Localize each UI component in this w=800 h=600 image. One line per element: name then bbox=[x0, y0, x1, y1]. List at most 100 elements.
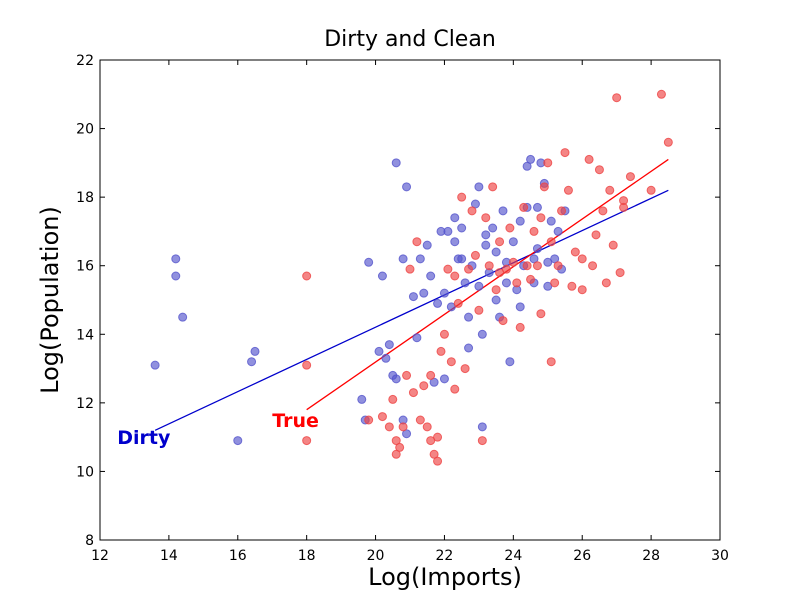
data-point-true bbox=[426, 370, 436, 380]
data-point-true bbox=[443, 264, 453, 274]
data-point-dirty bbox=[439, 374, 449, 384]
data-point-true bbox=[498, 316, 508, 326]
data-point-dirty bbox=[508, 237, 518, 247]
data-point-true bbox=[419, 381, 429, 391]
data-point-true bbox=[470, 250, 480, 260]
data-point-true bbox=[477, 436, 487, 446]
data-point-true bbox=[439, 329, 449, 339]
data-point-dirty bbox=[457, 254, 467, 264]
x-tick-label: 16 bbox=[229, 548, 247, 564]
data-point-true bbox=[508, 257, 518, 267]
data-point-true bbox=[594, 165, 604, 175]
data-point-true bbox=[464, 264, 474, 274]
data-point-true bbox=[408, 388, 418, 398]
data-point-dirty bbox=[150, 360, 160, 370]
data-point-dirty bbox=[481, 240, 491, 250]
x-tick-label: 20 bbox=[367, 548, 385, 564]
data-point-true bbox=[433, 432, 443, 442]
data-point-true bbox=[656, 89, 666, 99]
plot-area bbox=[99, 59, 721, 541]
x-tick-label: 26 bbox=[573, 548, 591, 564]
data-point-true bbox=[557, 206, 567, 216]
data-point-true bbox=[412, 237, 422, 247]
data-point-true bbox=[364, 415, 374, 425]
data-point-dirty bbox=[250, 346, 260, 356]
data-point-true bbox=[536, 213, 546, 223]
data-point-dirty bbox=[171, 271, 181, 281]
data-point-dirty bbox=[247, 357, 257, 367]
y-tick-label: 12 bbox=[76, 396, 94, 412]
data-point-true bbox=[577, 254, 587, 264]
data-point-true bbox=[591, 230, 601, 240]
data-point-dirty bbox=[488, 223, 498, 233]
data-point-dirty bbox=[474, 182, 484, 192]
data-point-true bbox=[491, 285, 501, 295]
data-point-dirty bbox=[526, 154, 536, 164]
data-point-dirty bbox=[433, 298, 443, 308]
data-point-true bbox=[495, 268, 505, 278]
data-points bbox=[150, 89, 673, 466]
data-point-dirty bbox=[464, 343, 474, 353]
data-point-true bbox=[522, 261, 532, 271]
data-point-dirty bbox=[402, 182, 412, 192]
data-point-true bbox=[377, 412, 387, 422]
data-point-true bbox=[453, 298, 463, 308]
data-point-dirty bbox=[491, 295, 501, 305]
data-point-true bbox=[536, 309, 546, 319]
data-point-true bbox=[302, 271, 312, 281]
data-point-true bbox=[577, 285, 587, 295]
data-point-dirty bbox=[398, 254, 408, 264]
data-point-true bbox=[450, 384, 460, 394]
data-point-true bbox=[388, 394, 398, 404]
data-point-dirty bbox=[439, 288, 449, 298]
data-point-true bbox=[598, 206, 608, 216]
data-point-true bbox=[460, 364, 470, 374]
data-point-dirty bbox=[515, 216, 525, 226]
data-point-true bbox=[601, 278, 611, 288]
data-point-dirty bbox=[419, 288, 429, 298]
data-point-true bbox=[625, 172, 635, 182]
x-tick-label: 14 bbox=[160, 548, 178, 564]
data-point-true bbox=[519, 202, 529, 212]
data-point-true bbox=[474, 305, 484, 315]
data-point-dirty bbox=[515, 302, 525, 312]
data-point-true bbox=[605, 185, 615, 195]
data-point-dirty bbox=[501, 278, 511, 288]
data-point-true bbox=[563, 185, 573, 195]
x-tick-label: 18 bbox=[298, 548, 316, 564]
data-point-true bbox=[405, 264, 415, 274]
data-point-dirty bbox=[474, 281, 484, 291]
data-point-dirty bbox=[450, 213, 460, 223]
data-point-dirty bbox=[443, 226, 453, 236]
data-point-dirty bbox=[498, 206, 508, 216]
data-point-true bbox=[567, 281, 577, 291]
x-tick-label: 30 bbox=[711, 548, 729, 564]
data-point-true bbox=[584, 154, 594, 164]
annotations: Dirty True bbox=[117, 410, 319, 449]
data-point-dirty bbox=[464, 312, 474, 322]
data-point-true bbox=[546, 357, 556, 367]
data-point-true bbox=[450, 271, 460, 281]
data-point-dirty bbox=[422, 240, 432, 250]
data-point-dirty bbox=[384, 340, 394, 350]
data-point-dirty bbox=[481, 230, 491, 240]
data-point-true bbox=[505, 223, 515, 233]
x-axis-label: Log(Imports) bbox=[368, 563, 522, 591]
fit-line-dirty bbox=[154, 189, 669, 431]
data-point-dirty bbox=[491, 247, 501, 257]
data-point-true bbox=[608, 240, 618, 250]
y-tick-label: 14 bbox=[76, 327, 94, 343]
data-point-dirty bbox=[505, 357, 515, 367]
data-point-true bbox=[588, 261, 598, 271]
data-point-true bbox=[526, 274, 536, 284]
data-point-dirty bbox=[374, 346, 384, 356]
data-point-true bbox=[467, 206, 477, 216]
data-point-dirty bbox=[381, 353, 391, 363]
chart-title: Dirty and Clean bbox=[324, 27, 496, 52]
data-point-true bbox=[663, 137, 673, 147]
data-point-true bbox=[398, 422, 408, 432]
data-point-true bbox=[619, 202, 629, 212]
y-tick-label: 8 bbox=[85, 533, 94, 549]
data-point-dirty bbox=[415, 254, 425, 264]
x-tick-label: 24 bbox=[504, 548, 522, 564]
